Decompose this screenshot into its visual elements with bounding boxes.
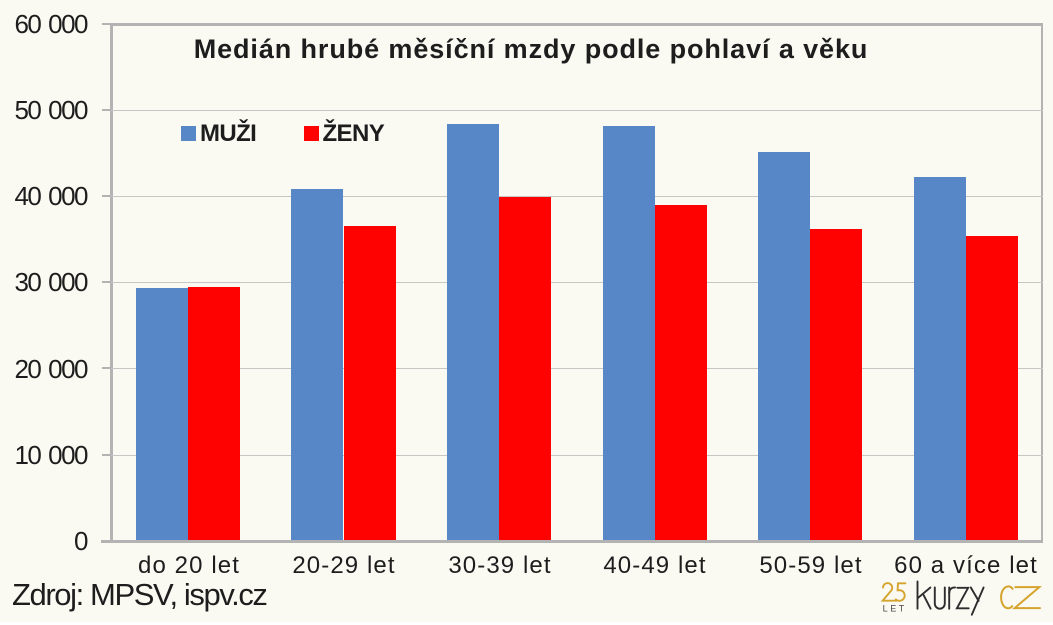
svg-text:LET: LET (883, 604, 907, 614)
